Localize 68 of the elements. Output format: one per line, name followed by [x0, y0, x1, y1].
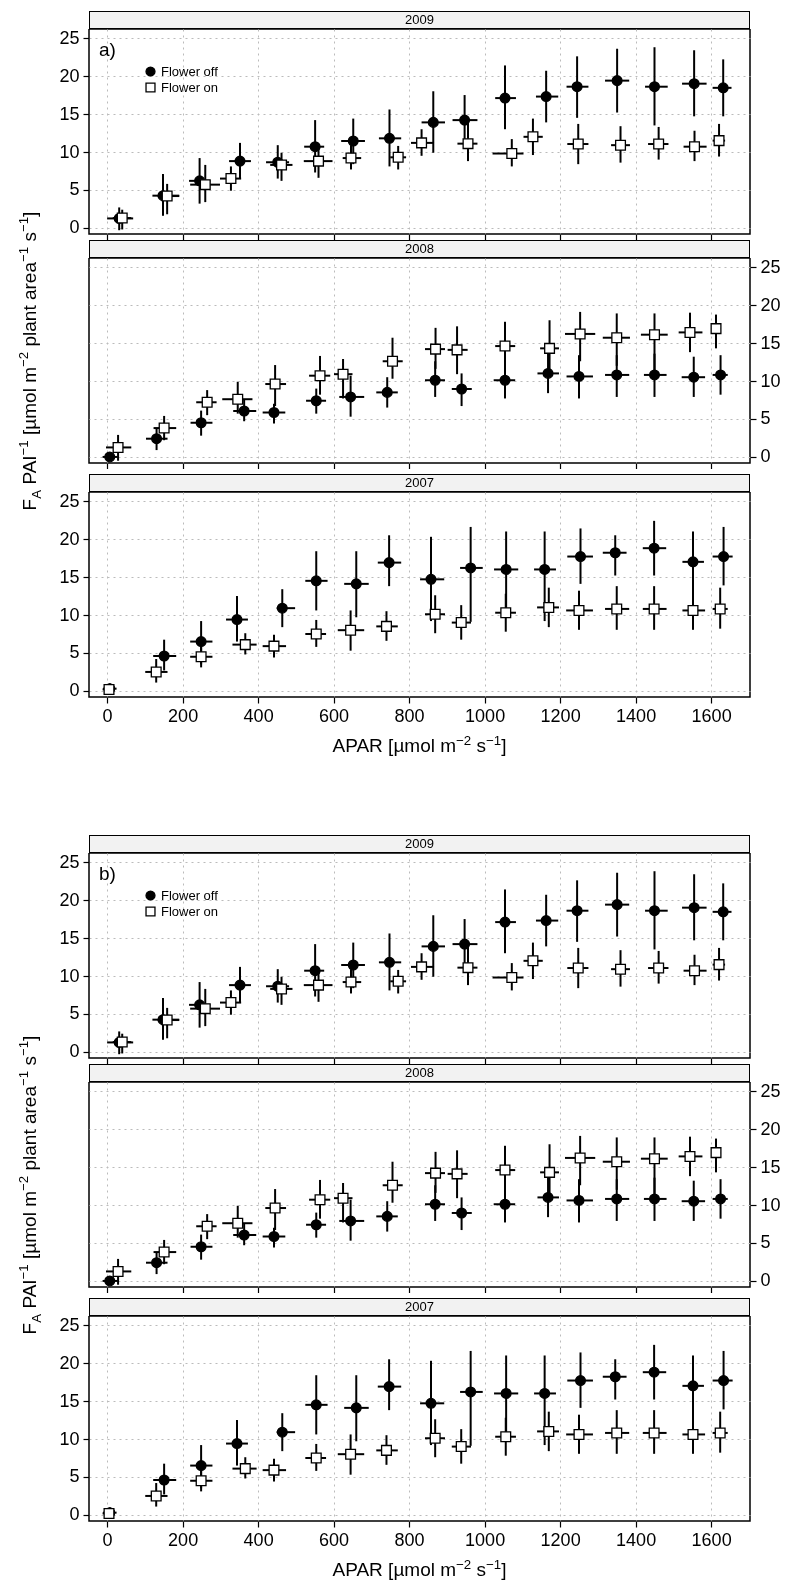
- x-tick-label: 200: [168, 1529, 199, 1550]
- legend-label: Flower on: [161, 79, 219, 95]
- chart-title: 2009: [89, 835, 750, 853]
- y-tick-label: 25: [59, 27, 80, 48]
- y2-tick-label: 20: [760, 294, 781, 315]
- x-tick-label: 1400: [616, 1529, 657, 1550]
- y2-tick-label: 5: [760, 1232, 771, 1253]
- chart-title: 2007: [89, 474, 750, 492]
- x-tick-label: 1600: [691, 705, 732, 726]
- y2-tick-label: 0: [760, 446, 771, 467]
- chart-title: 2007: [89, 1298, 750, 1316]
- y-tick-label: 15: [59, 103, 80, 124]
- x-tick-label: 1200: [540, 705, 581, 726]
- y-tick-label: 0: [69, 217, 80, 238]
- y2-tick-label: 20: [760, 1118, 781, 1139]
- y-tick-label: 25: [59, 851, 80, 872]
- y-tick-label: 15: [59, 927, 80, 948]
- y-tick-label: 0: [69, 680, 80, 701]
- y-tick-label: 20: [59, 889, 80, 910]
- y2-tick-label: 10: [760, 370, 781, 391]
- y-tick-label: 15: [59, 1390, 80, 1411]
- y-tick-label: 10: [59, 141, 80, 162]
- y-tick-label: 0: [69, 1504, 80, 1525]
- y-tick-label: 20: [59, 1352, 80, 1373]
- x-tick-label: 1400: [616, 705, 657, 726]
- y-tick-label: 10: [59, 1428, 80, 1449]
- x-tick-label: 0: [102, 705, 113, 726]
- legend-label: Flower on: [161, 903, 219, 919]
- x-tick-label: 600: [319, 1529, 350, 1550]
- chart-title: 2008: [89, 240, 750, 258]
- y-tick-label: 5: [69, 642, 80, 663]
- y2-tick-label: 0: [760, 1270, 771, 1291]
- x-axis-title: APAR [µmol m$^{−2}$ s$^{−1}$]: [332, 733, 507, 758]
- y2-tick-label: 15: [760, 1156, 781, 1177]
- x-tick-label: 1200: [540, 1529, 581, 1550]
- y-tick-label: 25: [59, 1314, 80, 1335]
- y2-tick-label: 5: [760, 408, 771, 429]
- x-tick-label: 1000: [465, 1529, 506, 1550]
- x-tick-label: 1000: [465, 705, 506, 726]
- y-tick-label: 10: [59, 965, 80, 986]
- x-tick-label: 600: [319, 705, 350, 726]
- annotation: b): [99, 863, 116, 884]
- x-tick-label: 400: [243, 705, 274, 726]
- x-tick-label: 800: [394, 1529, 425, 1550]
- y2-tick-label: 25: [760, 256, 781, 277]
- legend-label: Flower off: [161, 887, 219, 903]
- x-tick-label: 0: [102, 1529, 113, 1550]
- y2-tick-label: 10: [760, 1194, 781, 1215]
- y-tick-label: 5: [69, 179, 80, 200]
- y2-tick-label: 25: [760, 1080, 781, 1101]
- x-tick-label: 1600: [691, 1529, 732, 1550]
- x-axis-title: APAR [µmol m$^{−2}$ s$^{−1}$]: [332, 1557, 507, 1582]
- annotation: a): [99, 39, 116, 60]
- y-tick-label: 10: [59, 604, 80, 625]
- chart-title: 2008: [89, 1064, 750, 1082]
- y-tick-label: 20: [59, 528, 80, 549]
- chart-title: 2009: [89, 11, 750, 29]
- x-tick-label: 400: [243, 1529, 274, 1550]
- legend-label: Flower off: [161, 63, 219, 79]
- y-tick-label: 25: [59, 490, 80, 511]
- x-tick-label: 800: [394, 705, 425, 726]
- y-tick-label: 5: [69, 1003, 80, 1024]
- y2-tick-label: 15: [760, 332, 781, 353]
- y-tick-label: 5: [69, 1466, 80, 1487]
- x-tick-label: 200: [168, 705, 199, 726]
- y-tick-label: 20: [59, 65, 80, 86]
- y-tick-label: 0: [69, 1041, 80, 1062]
- y-tick-label: 15: [59, 566, 80, 587]
